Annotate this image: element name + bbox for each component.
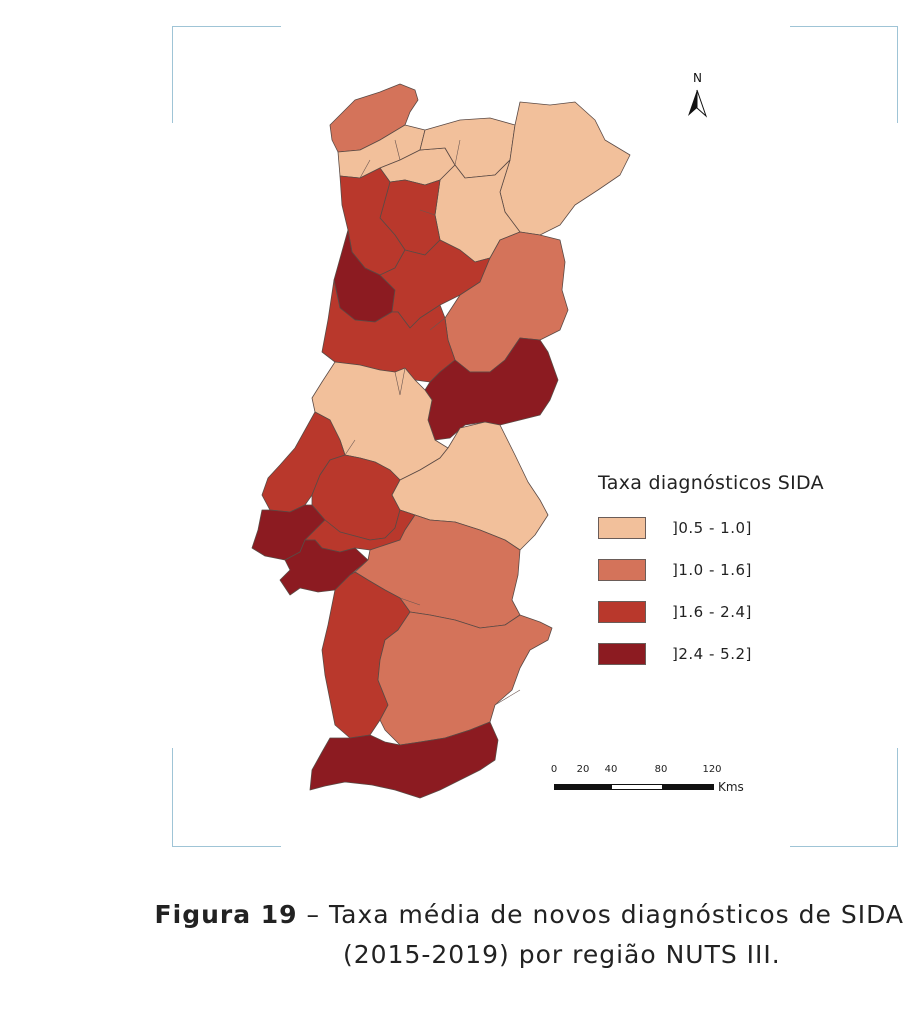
region-terras-tras-os-montes bbox=[499, 101, 631, 236]
figure-label: Figura 19 bbox=[154, 900, 298, 929]
scale-segment bbox=[663, 784, 714, 790]
caption-title: – Taxa média de novos diagnósticos de SI… bbox=[297, 900, 904, 929]
frame-corner-top-left bbox=[172, 26, 281, 123]
scale-tick-label: 80 bbox=[654, 764, 668, 775]
frame-corner-bottom-left bbox=[172, 748, 281, 847]
region-borders-detail bbox=[344, 139, 521, 706]
north-arrow: N bbox=[680, 70, 714, 120]
legend-item: ]2.4 - 5.2] bbox=[598, 642, 824, 666]
legend-swatch bbox=[598, 559, 646, 581]
region-baixo-alentejo bbox=[377, 611, 553, 746]
frame-corner-top-right bbox=[790, 26, 898, 123]
frame-corner-bottom-right bbox=[790, 748, 898, 847]
north-label: N bbox=[693, 71, 702, 85]
caption-line-2: (2015-2019) por região NUTS III. bbox=[343, 940, 781, 969]
legend-title: Taxa diagnósticos SIDA bbox=[598, 472, 824, 494]
scale-tick-label: 0 bbox=[550, 764, 558, 775]
legend-swatch bbox=[598, 601, 646, 623]
scale-tick-label: 40 bbox=[604, 764, 618, 775]
scale-unit: Kms bbox=[718, 780, 744, 794]
scale-segment bbox=[554, 784, 611, 790]
scale-bar: 0 20 40 80 120 Kms bbox=[550, 764, 762, 804]
map-legend: Taxa diagnósticos SIDA ]0.5 - 1.0] ]1.0 … bbox=[598, 472, 824, 684]
legend-label: ]0.5 - 1.0] bbox=[672, 519, 752, 537]
legend-item: ]1.0 - 1.6] bbox=[598, 558, 824, 582]
legend-label: ]1.0 - 1.6] bbox=[672, 561, 752, 579]
scale-segment bbox=[611, 784, 663, 790]
legend-item: ]0.5 - 1.0] bbox=[598, 516, 824, 540]
caption-line-1: Figura 19 – Taxa média de novos diagnóst… bbox=[155, 900, 904, 929]
scale-tick-label: 20 bbox=[576, 764, 590, 775]
legend-swatch bbox=[598, 517, 646, 539]
legend-label: ]2.4 - 5.2] bbox=[672, 645, 752, 663]
north-arrow-icon: N bbox=[688, 71, 708, 118]
legend-label: ]1.6 - 2.4] bbox=[672, 603, 752, 621]
legend-item: ]1.6 - 2.4] bbox=[598, 600, 824, 624]
legend-swatch bbox=[598, 643, 646, 665]
region-algarve bbox=[309, 721, 499, 799]
region-am-lisboa bbox=[279, 539, 369, 596]
scale-tick-label: 120 bbox=[702, 764, 722, 775]
